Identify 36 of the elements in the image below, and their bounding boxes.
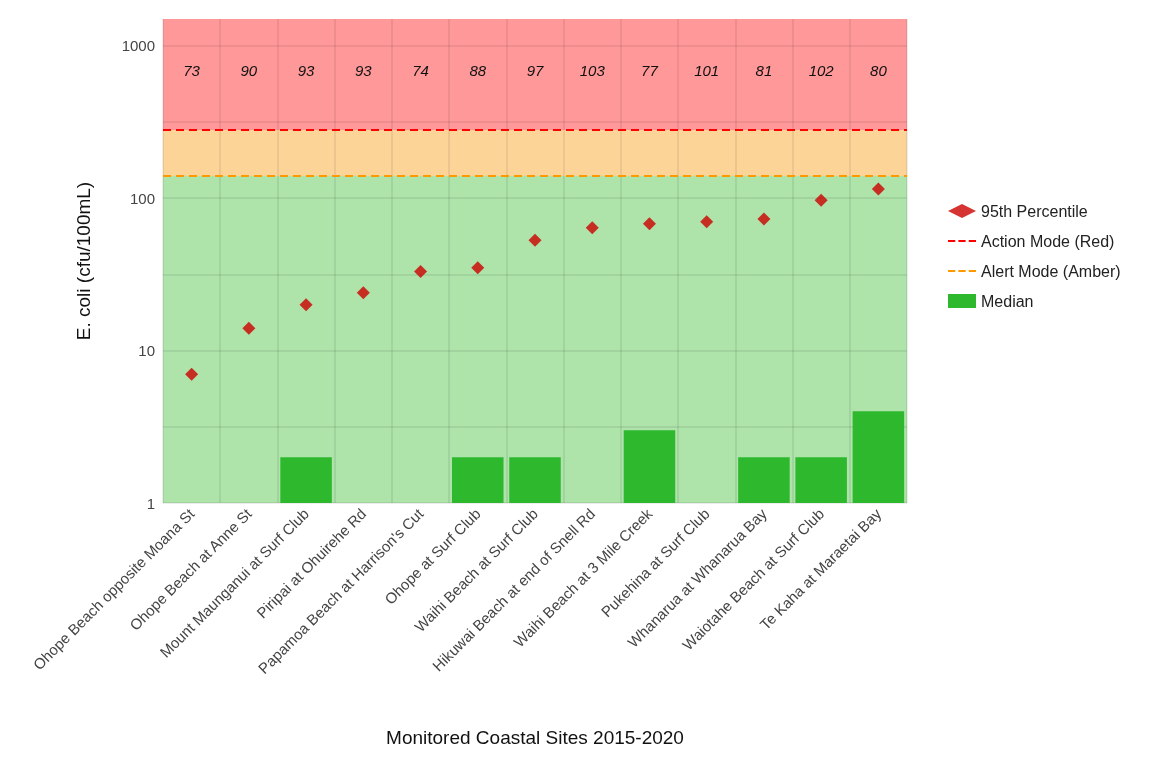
annotation: 103 (579, 61, 606, 79)
y-tick-label: 10 (138, 342, 155, 360)
annotation: 97 (526, 61, 544, 79)
point (757, 212, 771, 226)
annotation: 93 (354, 61, 373, 79)
y-tick-label: 1000 (121, 37, 155, 55)
y-tick-label: 1 (146, 494, 155, 512)
point (356, 286, 370, 300)
point (414, 265, 428, 279)
point (299, 298, 313, 312)
y-tick-label: 100 (129, 189, 155, 207)
point (585, 221, 599, 235)
x-axis-title: Monitored Coastal Sites 2015-2020 (386, 727, 684, 748)
annotation: 80 (870, 61, 888, 79)
point (471, 261, 485, 275)
point (242, 321, 256, 335)
legend-label: Action Mode (Red) (981, 232, 1115, 250)
point (528, 233, 542, 247)
annotation: 81 (755, 61, 773, 79)
annotation: 77 (641, 61, 659, 79)
annotation: 93 (297, 61, 316, 79)
annotation: 90 (240, 61, 258, 79)
annotation: 74 (412, 61, 429, 79)
annotation: 102 (808, 61, 835, 79)
annotation: 88 (469, 61, 487, 79)
legend-label: Alert Mode (Amber) (981, 262, 1121, 280)
point (642, 217, 656, 231)
y-axis-title: E. coli (cfu/100mL) (73, 181, 94, 341)
legend-label: Median (981, 292, 1034, 310)
annotation: 73 (183, 61, 201, 79)
legend-label: 95th Percentile (981, 202, 1088, 220)
point (185, 367, 199, 381)
point (700, 215, 714, 229)
point (871, 182, 885, 196)
point (814, 193, 828, 207)
annotation: 101 (694, 61, 720, 79)
